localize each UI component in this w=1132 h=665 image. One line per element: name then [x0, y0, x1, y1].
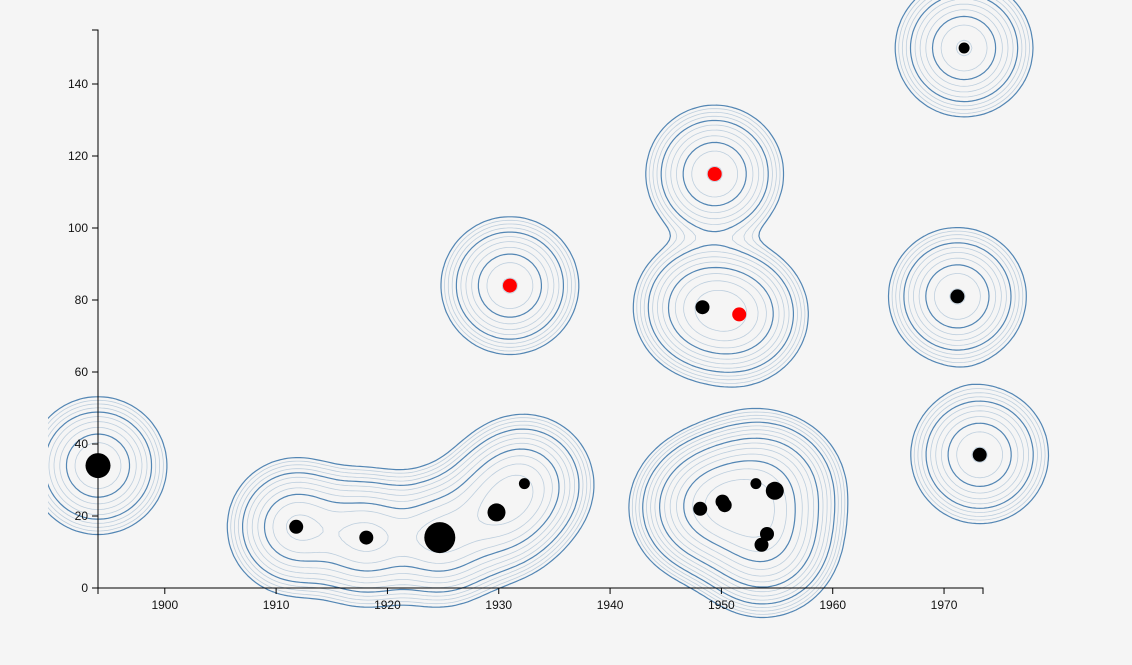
contour-line	[48, 0, 1029, 601]
data-point	[765, 481, 784, 500]
contour-line	[48, 0, 1050, 619]
contour-line	[48, 0, 1042, 612]
data-point	[85, 453, 111, 479]
contour-line	[74, 24, 1003, 583]
density-contours	[48, 0, 1050, 619]
x-axis-line	[97, 587, 984, 594]
contour-line	[90, 39, 988, 577]
contour-line	[692, 468, 787, 552]
y-tick-label: 20	[75, 509, 89, 523]
data-point	[289, 519, 304, 534]
x-tick-label: 1920	[374, 598, 401, 612]
data-point	[958, 42, 970, 54]
x-tick-label: 1970	[931, 598, 958, 612]
data-point	[972, 447, 987, 462]
y-tick-label: 120	[68, 149, 88, 163]
contour-line	[683, 460, 796, 563]
y-tick-label: 40	[75, 437, 89, 451]
data-point	[717, 498, 732, 513]
data-point	[518, 478, 530, 490]
highlighted-data-point	[707, 167, 722, 181]
data-point	[760, 527, 774, 541]
data-point	[754, 537, 769, 552]
data-point	[424, 522, 456, 554]
contour-line	[48, 0, 1034, 605]
contour-line	[59, 9, 1019, 593]
x-tick-label: 1960	[819, 598, 846, 612]
data-point	[695, 300, 710, 315]
data-points	[85, 42, 987, 554]
x-tick-label: 1940	[597, 598, 624, 612]
data-point	[950, 289, 965, 304]
y-tick-label: 100	[68, 221, 88, 235]
contour-line	[53, 3, 1024, 597]
data-point	[750, 478, 762, 490]
x-tick-label: 1910	[263, 598, 290, 612]
data-point	[487, 503, 506, 522]
highlighted-data-point	[732, 307, 747, 322]
y-tick-label: 80	[75, 293, 89, 307]
contour-line	[65, 15, 1012, 588]
data-point	[693, 501, 708, 516]
y-tick-label: 60	[75, 365, 89, 379]
contour-line	[477, 290, 803, 570]
data-point	[359, 530, 374, 545]
y-axis-line	[92, 29, 99, 589]
y-tick-label: 140	[68, 77, 88, 91]
x-tick-label: 1950	[708, 598, 735, 612]
contour-line	[48, 0, 1038, 608]
contour-line	[48, 0, 1046, 615]
x-tick-label: 1930	[485, 598, 512, 612]
highlighted-data-point	[502, 278, 517, 293]
x-tick-label: 1900	[151, 598, 178, 612]
axes: 1900 1910 1920 1930 1940 1950 1960 1970 0 20 40 60 8…	[68, 29, 984, 612]
y-tick-label: 0	[81, 581, 88, 595]
